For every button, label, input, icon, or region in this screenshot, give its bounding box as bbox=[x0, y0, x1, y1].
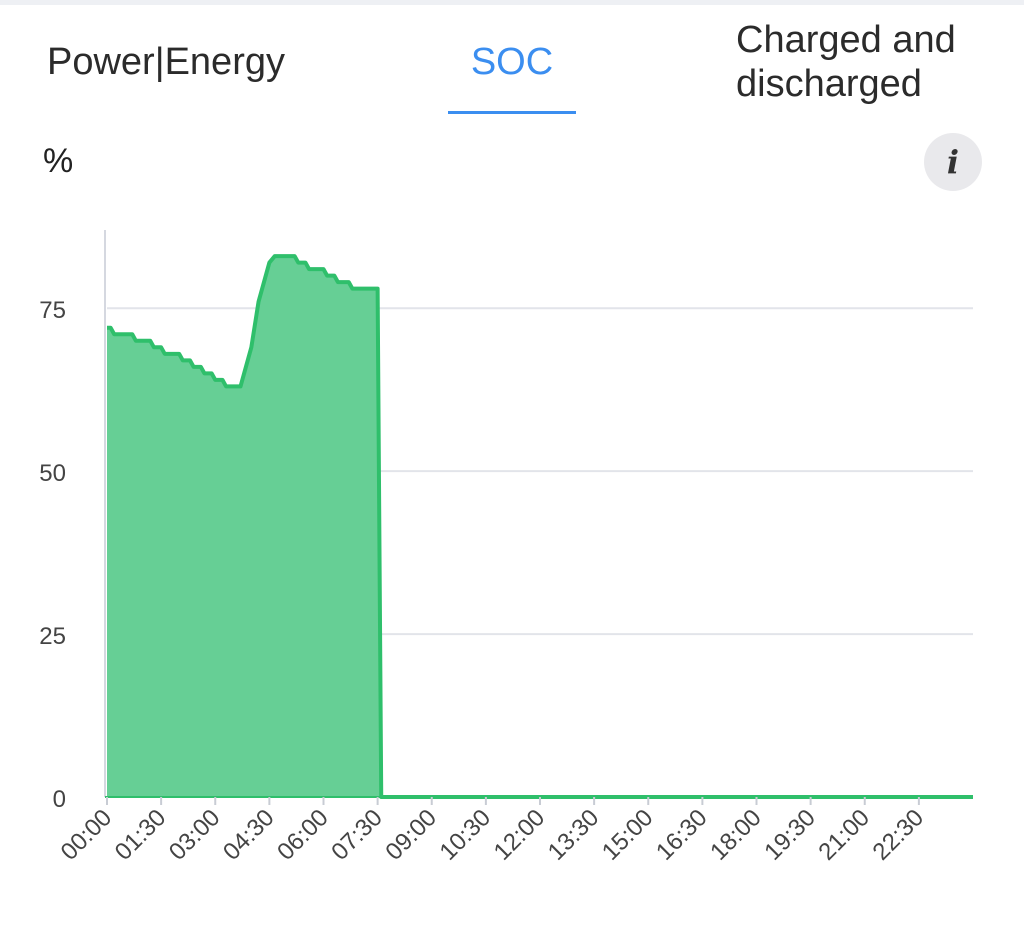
x-tick-label: 12:00 bbox=[489, 804, 551, 866]
tab-bar: Power|Energy SOC Charged and discharged bbox=[0, 0, 1024, 120]
series-area bbox=[107, 256, 973, 797]
y-tick-label: 0 bbox=[53, 786, 66, 813]
y-tick-label: 25 bbox=[39, 623, 66, 650]
x-tick-label: 07:30 bbox=[326, 804, 388, 866]
x-tick-label: 21:00 bbox=[813, 804, 875, 866]
tab-soc[interactable]: SOC bbox=[470, 41, 554, 83]
tab-charged-discharged[interactable]: Charged and discharged bbox=[736, 19, 956, 105]
x-tick-label: 18:00 bbox=[705, 804, 767, 866]
x-tick-label: 03:00 bbox=[164, 804, 226, 866]
series-line bbox=[107, 254, 973, 799]
tab-power-energy[interactable]: Power|Energy bbox=[47, 41, 285, 83]
top-divider bbox=[0, 0, 1024, 5]
x-tick-label: 15:00 bbox=[597, 804, 659, 866]
x-tick-label: 13:30 bbox=[543, 804, 605, 866]
y-tick-label: 75 bbox=[39, 297, 66, 324]
y-tick-label: 50 bbox=[39, 460, 66, 487]
x-tick-label: 22:30 bbox=[868, 804, 930, 866]
x-tick-label: 10:30 bbox=[435, 804, 497, 866]
info-icon[interactable]: i bbox=[924, 133, 982, 191]
soc-chart: 0 25 50 75 00:0001:3003:0004:3006:0007:3009:… bbox=[39, 230, 973, 866]
y-axis-unit: % bbox=[43, 142, 74, 180]
x-tick-label: 01:30 bbox=[110, 804, 172, 866]
x-tick-label: 09:00 bbox=[380, 804, 442, 866]
active-tab-indicator bbox=[448, 111, 576, 114]
x-tick-label: 04:30 bbox=[218, 804, 280, 866]
x-tick-label: 00:00 bbox=[56, 804, 118, 866]
x-tick-label: 06:00 bbox=[272, 804, 334, 866]
x-tick-label: 19:30 bbox=[759, 804, 821, 866]
info-icon-glyph: i bbox=[946, 143, 960, 181]
x-tick-label: 16:30 bbox=[651, 804, 713, 866]
